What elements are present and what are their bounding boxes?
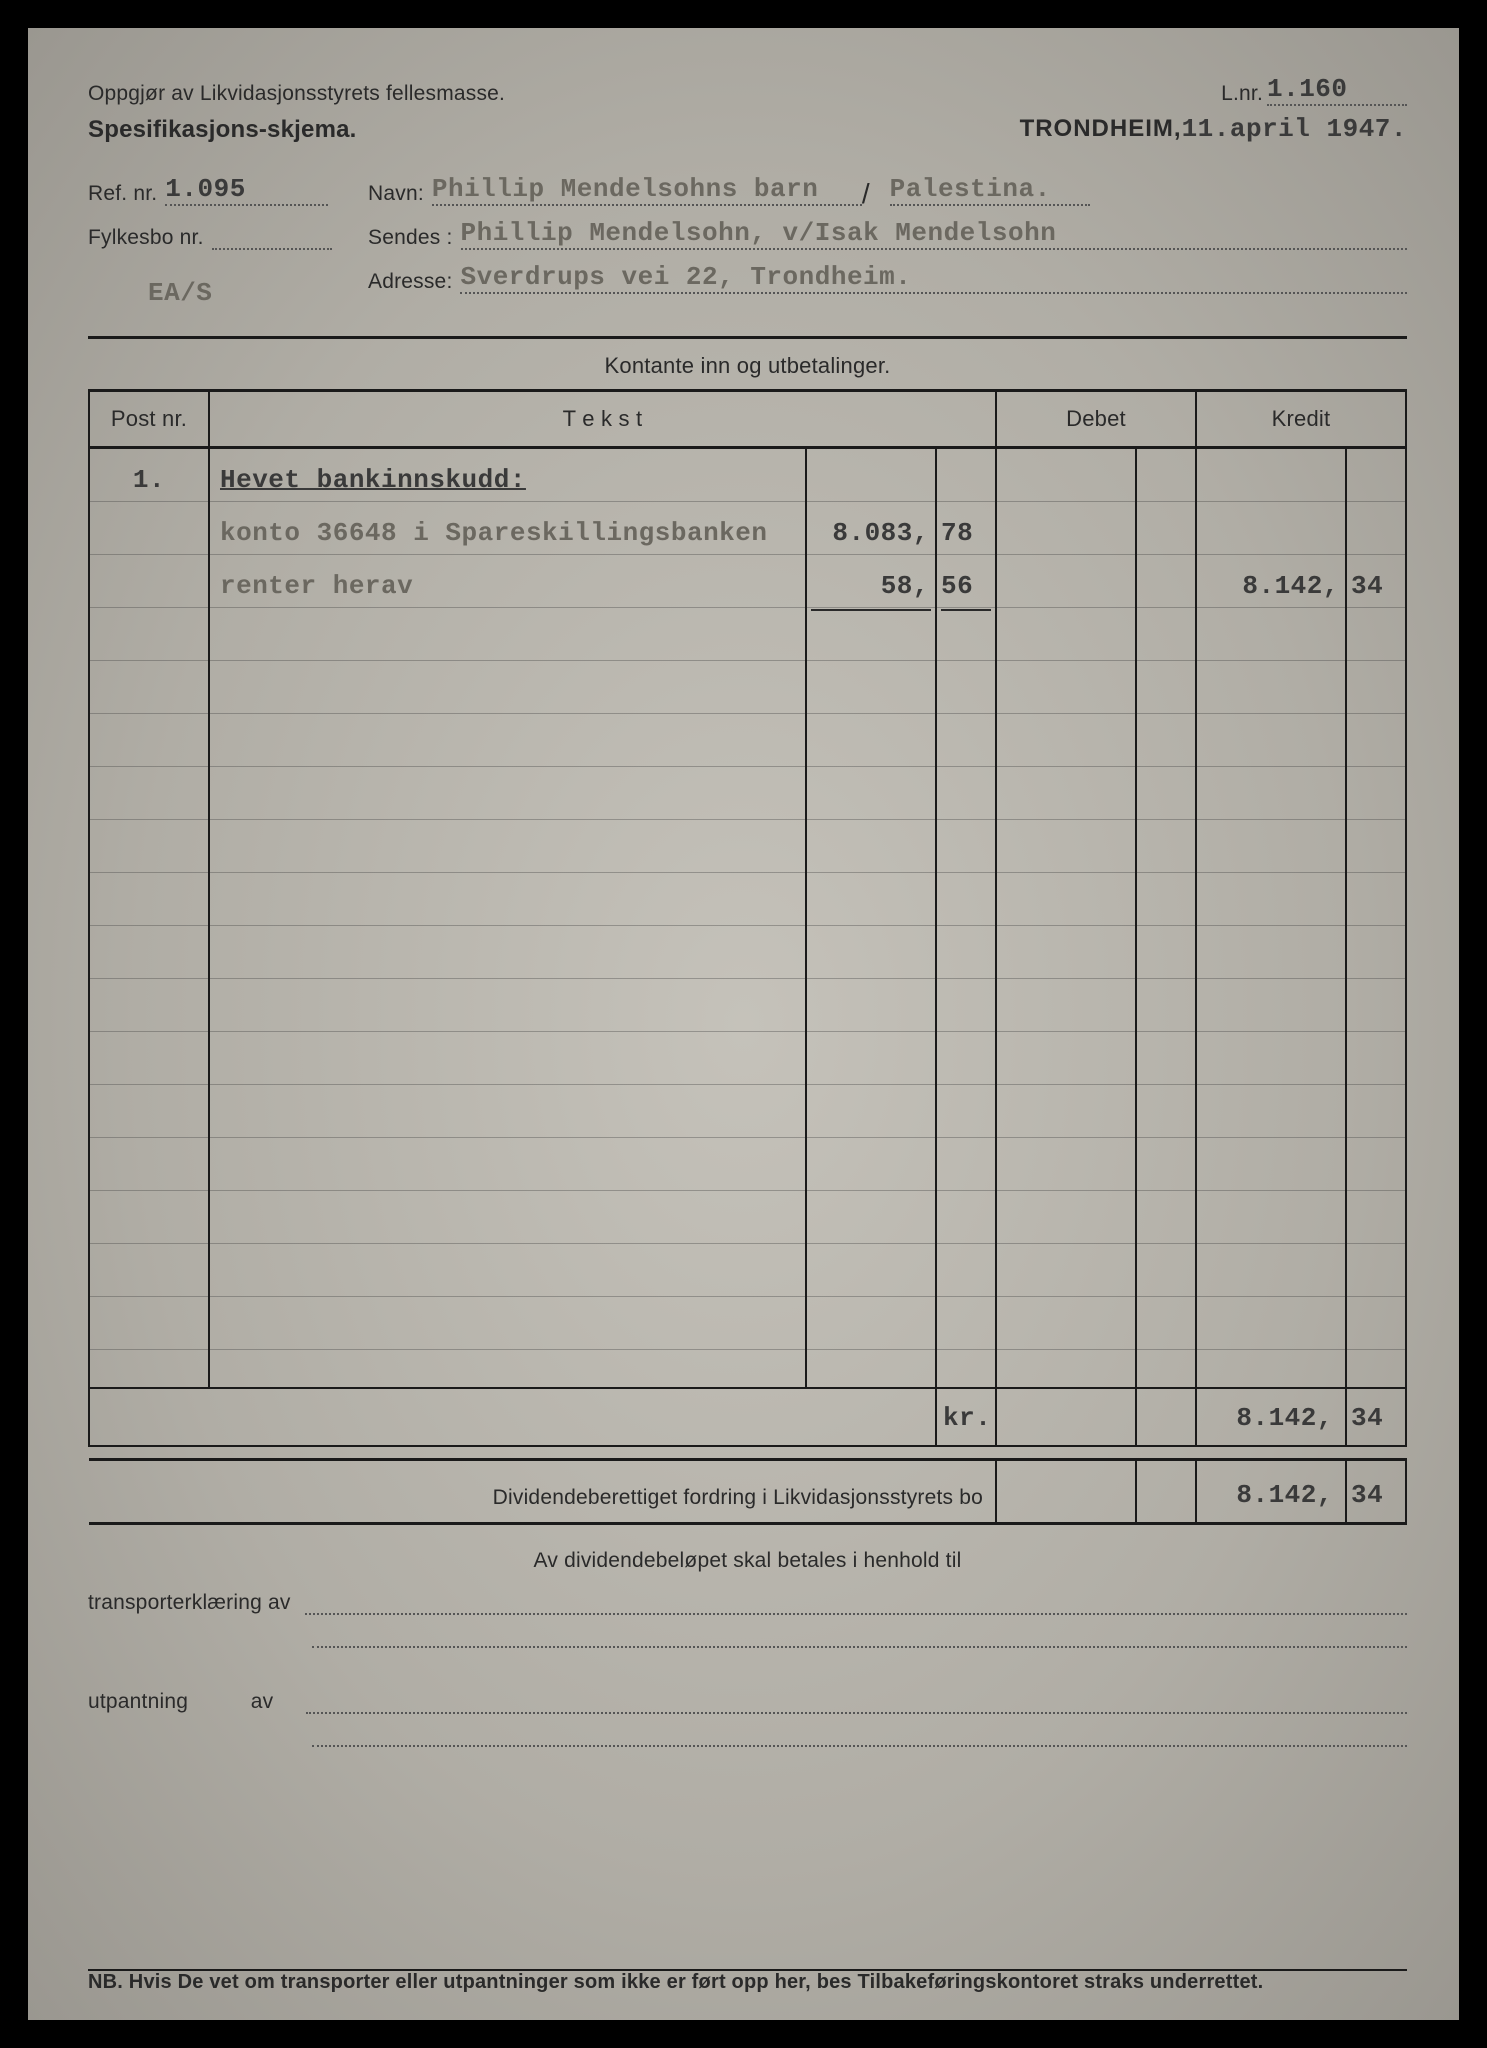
- col-kredit: Kredit: [1196, 391, 1406, 448]
- sub-sum-rule: [811, 609, 931, 611]
- fylkesbo-value: [212, 219, 332, 250]
- sub-int-body: 8.083, 58,: [806, 448, 936, 1388]
- document-paper: Oppgjør av Likvidasjonsstyrets fellesmas…: [28, 28, 1459, 2020]
- fylkesbo-label: Fylkesbo nr.: [88, 226, 204, 250]
- total-kre-int: 8.142,: [1196, 1388, 1346, 1446]
- sub-int-3: 58,: [881, 555, 929, 607]
- adresse-value: Sverdrups vei 22, Trondheim.: [460, 262, 1407, 294]
- row-tekst-3: renter herav: [220, 555, 795, 607]
- kr-label: kr.: [943, 1403, 991, 1433]
- row-post-1: 1.: [100, 449, 198, 501]
- ledger-table: Post nr. T e k s t Debet Kredit 1. Hevet…: [88, 389, 1407, 1525]
- utpantning-field-2: [312, 1728, 1407, 1747]
- transport-line-1: transporterklæring av: [88, 1591, 1407, 1615]
- sendes-value: Phillip Mendelsohn, v/Isak Mendelsohn: [461, 218, 1408, 250]
- adresse-label: Adresse:: [368, 270, 452, 294]
- navn-value: Phillip Mendelsohns barn: [432, 174, 862, 206]
- lnr-label: L.nr.: [1221, 82, 1263, 105]
- ref-label: Ref. nr.: [88, 182, 157, 206]
- kredit-int-body: 8.142,: [1196, 448, 1346, 1388]
- sub-dec-3: 56: [941, 555, 973, 607]
- transport-label: transporterklæring av: [88, 1591, 291, 1615]
- gap-row: [89, 1446, 1406, 1460]
- div-deb-dec: [1136, 1460, 1196, 1524]
- place: TRONDHEIM,: [1020, 115, 1182, 142]
- slash-mark: /: [862, 178, 870, 210]
- tekst-column-body: Hevet bankinnskudd: konto 36648 i Spares…: [209, 448, 806, 1388]
- col-tekst: T e k s t: [209, 391, 996, 448]
- av-label: av: [232, 1690, 292, 1714]
- header-block: Oppgjør av Likvidasjonsstyrets fellesmas…: [88, 74, 1407, 144]
- kredit-dec-body: 34: [1346, 448, 1406, 1388]
- utpantning-line-2: [88, 1728, 1407, 1747]
- dividend-label-cell: Dividendeberettiget fordring i Likvidasj…: [89, 1460, 996, 1524]
- transport-field-1: [305, 1596, 1407, 1615]
- transport-line-2: [88, 1629, 1407, 1648]
- row-tekst-2: konto 36648 i Spareskillingsbanken: [220, 502, 795, 554]
- ref-value: 1.095: [165, 174, 328, 206]
- row-tekst-1: Hevet bankinnskudd:: [220, 449, 795, 501]
- kre-int-3: 8.142,: [1242, 555, 1339, 607]
- navn-suffix: Palestina.: [890, 174, 1090, 206]
- total-kre-int-val: 8.142,: [1236, 1403, 1333, 1433]
- total-kre-dec: 34: [1346, 1388, 1406, 1446]
- kre-dec-3: 34: [1351, 555, 1383, 607]
- footer-block: Av dividendebeløpet skal betales i henho…: [88, 1549, 1407, 1747]
- lnr-group: L.nr. 1.160: [1221, 74, 1407, 106]
- section-title: Kontante inn og utbetalinger.: [88, 339, 1407, 389]
- meta-block: Ref. nr. 1.095 Fylkesbo nr. EA/S Navn: P…: [88, 172, 1407, 318]
- sub-dec-2: 78: [941, 502, 973, 554]
- ea-mark: EA/S: [148, 278, 212, 308]
- div-kre-int: 8.142,: [1196, 1460, 1346, 1524]
- nb-note: NB. Hvis De vet om transporter eller utp…: [88, 1969, 1407, 1994]
- col-post: Post nr.: [89, 391, 209, 448]
- debet-int-body: [996, 448, 1136, 1388]
- post-column-body: 1.: [89, 448, 209, 1388]
- nb-text: NB. Hvis De vet om transporter eller utp…: [88, 1971, 1263, 1993]
- div-deb-int: [996, 1460, 1136, 1524]
- total-blank: [89, 1388, 936, 1446]
- total-deb-int: [996, 1388, 1136, 1446]
- col-debet: Debet: [996, 391, 1196, 448]
- total-kr-cell: kr.: [936, 1388, 996, 1446]
- debet-dec-body: [1136, 448, 1196, 1388]
- sub-sum-rule-dec: [941, 609, 991, 611]
- total-deb-dec: [1136, 1388, 1196, 1446]
- title-line2: Spesifikasjons-skjema.: [88, 116, 357, 144]
- sub-int-2: 8.083,: [832, 502, 929, 554]
- div-kre-int-val: 8.142,: [1236, 1480, 1333, 1510]
- div-kre-dec: 34: [1346, 1460, 1406, 1524]
- av-dividend-note: Av dividendebeløpet skal betales i henho…: [88, 1549, 1407, 1573]
- utpantning-line-1: utpantning av: [88, 1690, 1407, 1714]
- transport-field-2: [312, 1629, 1407, 1648]
- title-line1: Oppgjør av Likvidasjonsstyrets fellesmas…: [88, 82, 505, 106]
- total-kre-dec-val: 34: [1351, 1403, 1383, 1433]
- navn-label: Navn:: [368, 182, 424, 206]
- div-kre-dec-val: 34: [1351, 1480, 1383, 1510]
- utpantning-field-1: [306, 1695, 1407, 1714]
- sub-dec-body: 78 56: [936, 448, 996, 1388]
- scan-frame: Oppgjør av Likvidasjonsstyrets fellesmas…: [0, 0, 1487, 2048]
- utpantning-label: utpantning: [88, 1690, 218, 1714]
- place-date: TRONDHEIM,11.april 1947.: [1020, 114, 1407, 144]
- lnr-value: 1.160: [1267, 74, 1407, 106]
- sendes-label: Sendes :: [368, 226, 453, 250]
- dividend-label: Dividendeberettiget fordring i Likvidasj…: [493, 1486, 983, 1510]
- date: 11.april 1947.: [1182, 114, 1407, 144]
